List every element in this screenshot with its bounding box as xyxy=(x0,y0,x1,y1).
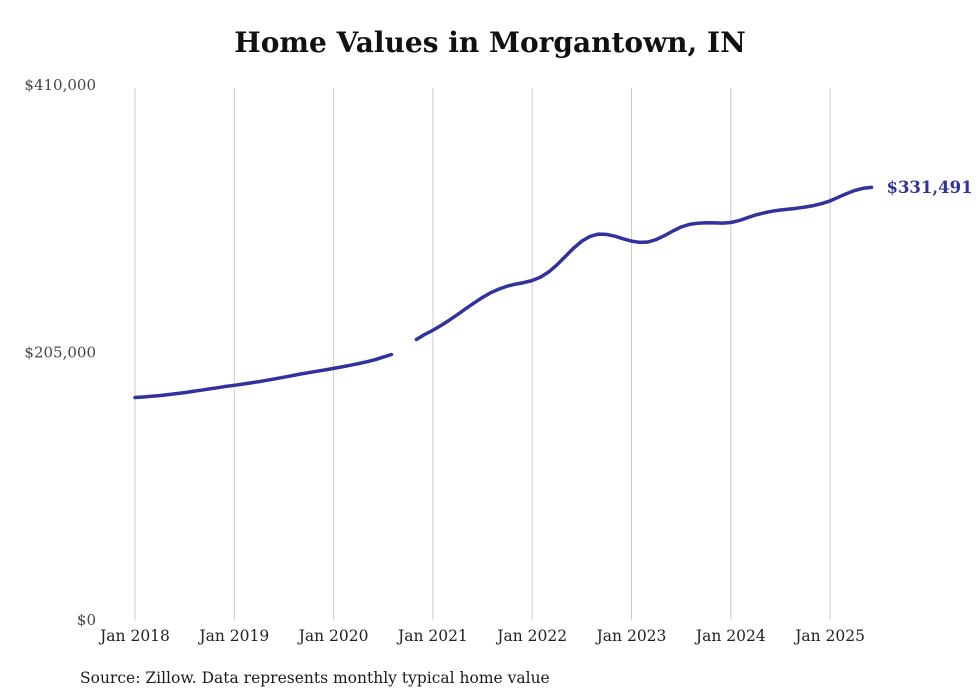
y-tick-label: $0 xyxy=(77,611,96,629)
x-tick-label: Jan 2021 xyxy=(396,627,468,645)
x-tick-label: Jan 2018 xyxy=(98,627,170,645)
y-tick-label: $410,000 xyxy=(24,76,96,94)
x-tick-label: Jan 2025 xyxy=(793,627,865,645)
y-tick-label: $205,000 xyxy=(24,344,96,362)
x-tick-label: Jan 2020 xyxy=(297,627,369,645)
chart-title: Home Values in Morgantown, IN xyxy=(234,26,746,59)
x-tick-label: Jan 2023 xyxy=(595,627,667,645)
x-tick-label: Jan 2024 xyxy=(694,627,766,645)
end-value-label: $331,491 xyxy=(886,178,972,197)
home-value-line xyxy=(133,185,874,400)
source-note: Source: Zillow. Data represents monthly … xyxy=(80,669,550,687)
x-tick-label: Jan 2019 xyxy=(197,627,269,645)
x-tick-label: Jan 2022 xyxy=(495,627,567,645)
